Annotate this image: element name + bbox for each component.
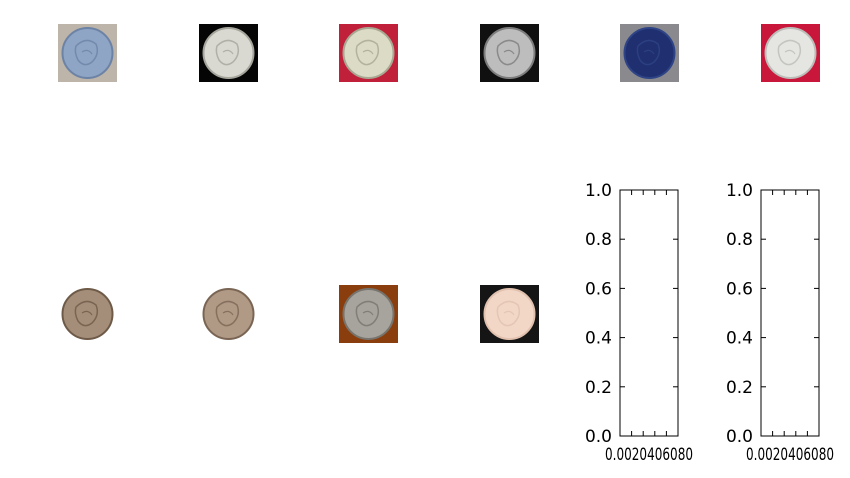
coin-thumbnail <box>620 24 679 82</box>
coin-relief <box>362 49 374 55</box>
coin-image <box>199 285 258 343</box>
coin-image <box>480 24 539 82</box>
coin-face <box>342 27 395 79</box>
coin-relief <box>74 39 99 66</box>
coin-image <box>761 24 820 82</box>
x-tick-labels: 0.0020406080 <box>605 445 693 465</box>
coin-relief <box>222 49 234 55</box>
coin-face <box>61 27 114 79</box>
coin-thumbnail <box>480 285 539 343</box>
y-tick-label: 0.0 <box>585 427 612 447</box>
y-tick-label: 0.4 <box>585 329 612 349</box>
y-tick-label: 0.6 <box>726 279 753 299</box>
coin-thumbnail <box>58 285 117 343</box>
coin-thumbnail <box>199 24 258 82</box>
coin-relief <box>222 310 234 316</box>
coin-relief <box>636 39 661 66</box>
coin-thumbnail <box>339 285 398 343</box>
empty-axes-2: 0.0 0.2 0.4 0.6 0.8 1.0 0.0020406080 <box>726 181 834 465</box>
coin-relief <box>81 310 93 316</box>
y-tick-label: 0.2 <box>726 378 753 398</box>
y-tick-label: 1.0 <box>726 181 753 201</box>
x-tick-labels: 0.0020406080 <box>746 445 834 465</box>
coin-image <box>58 285 117 343</box>
empty-axes-1: 0.0 0.2 0.4 0.6 0.8 1.0 0.0020406080 <box>585 181 693 465</box>
coin-relief <box>355 300 380 327</box>
y-tick-label: 0.8 <box>726 230 753 250</box>
coin-relief <box>496 39 521 66</box>
coin-face <box>342 288 395 340</box>
coin-relief <box>643 49 655 55</box>
y-tick-label: 0.0 <box>726 427 753 447</box>
coin-relief <box>215 39 240 66</box>
coin-thumbnail <box>58 24 117 82</box>
coin-relief <box>503 310 515 316</box>
coin-relief <box>74 300 99 327</box>
coin-relief <box>784 49 796 55</box>
coin-relief <box>496 300 521 327</box>
coin-face <box>483 27 536 79</box>
axes-frame <box>619 189 679 437</box>
coin-relief <box>215 300 240 327</box>
coin-thumbnail <box>339 24 398 82</box>
y-tick-label: 0.4 <box>726 329 753 349</box>
coin-face <box>623 27 676 79</box>
y-tick-label: 0.8 <box>585 230 612 250</box>
coin-relief <box>355 39 380 66</box>
coin-image <box>339 285 398 343</box>
y-tick-label: 0.2 <box>585 378 612 398</box>
coin-face <box>202 288 255 340</box>
y-tick-label: 0.6 <box>585 279 612 299</box>
coin-face <box>764 27 817 79</box>
coin-relief <box>81 49 93 55</box>
coin-thumbnail <box>761 24 820 82</box>
axes-frame <box>760 189 820 437</box>
coin-image <box>58 24 117 82</box>
coin-face <box>202 27 255 79</box>
coin-thumbnail <box>199 285 258 343</box>
coin-thumbnail <box>480 24 539 82</box>
coin-relief <box>362 310 374 316</box>
coin-relief <box>503 49 515 55</box>
y-tick-label: 1.0 <box>585 181 612 201</box>
coin-image <box>620 24 679 82</box>
coin-image <box>480 285 539 343</box>
coin-face <box>483 288 536 340</box>
coin-face <box>61 288 114 340</box>
coin-image <box>199 24 258 82</box>
coin-image <box>339 24 398 82</box>
coin-relief <box>777 39 802 66</box>
